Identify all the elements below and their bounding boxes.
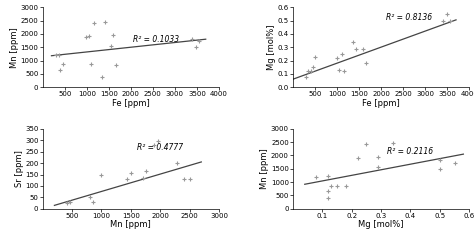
Point [109,34,117,37]
Point [324,189,332,193]
Y-axis label: Sr [ppm]: Sr [ppm] [15,150,24,187]
Point [195,39,203,43]
Point [374,165,382,169]
Point [127,171,135,175]
Point [374,155,382,159]
Point [451,161,458,165]
Point [99,75,106,78]
Point [85,34,93,38]
Point [328,184,335,187]
Point [363,142,370,146]
Point [342,185,350,188]
Point [192,45,200,49]
Point [352,47,359,50]
Point [90,21,98,24]
Point [340,69,348,73]
Point [313,175,320,179]
Point [338,52,346,56]
Point [150,143,157,147]
Point [86,195,93,199]
Text: R² = 0.4777: R² = 0.4777 [137,143,183,151]
Point [324,174,332,178]
Y-axis label: Mn [ppm]: Mn [ppm] [10,27,19,68]
Point [55,53,62,57]
Text: R² = 0.2116: R² = 0.2116 [387,147,433,156]
Point [154,139,162,143]
X-axis label: Mg [mol%]: Mg [mol%] [358,220,404,229]
Point [90,200,97,204]
Point [302,75,310,78]
Point [444,12,451,16]
Point [389,141,397,145]
Point [87,62,95,66]
Point [64,201,71,205]
X-axis label: Mn [ppm]: Mn [ppm] [110,220,151,229]
Point [108,44,115,48]
Point [142,169,150,173]
Point [333,184,341,187]
Point [311,55,319,59]
Point [324,196,332,200]
X-axis label: Fe [ppm]: Fe [ppm] [362,99,400,108]
Point [98,173,105,176]
Point [333,56,340,60]
Point [446,19,454,23]
Point [436,158,444,162]
Point [139,176,146,180]
Point [66,200,73,204]
Point [56,68,64,72]
Point [59,62,67,66]
Text: R² = 0.8136: R² = 0.8136 [385,13,432,22]
Point [173,161,181,165]
Point [305,69,312,73]
Point [439,19,447,23]
Point [362,61,370,65]
Point [310,65,317,69]
X-axis label: Fe [ppm]: Fe [ppm] [112,99,150,108]
Point [124,177,131,181]
Point [360,47,367,50]
Point [307,69,314,73]
Point [189,37,196,41]
Point [52,53,60,57]
Point [186,177,193,181]
Point [112,63,119,67]
Point [436,167,444,171]
Y-axis label: Mg [mol%]: Mg [mol%] [267,24,276,70]
Point [180,177,188,181]
Text: R² = 0.1033: R² = 0.1033 [133,35,179,44]
Point [101,20,109,24]
Point [354,156,361,160]
Y-axis label: Mn [ppm]: Mn [ppm] [260,148,269,189]
Point [336,68,343,72]
Point [82,35,90,38]
Point [349,40,357,44]
